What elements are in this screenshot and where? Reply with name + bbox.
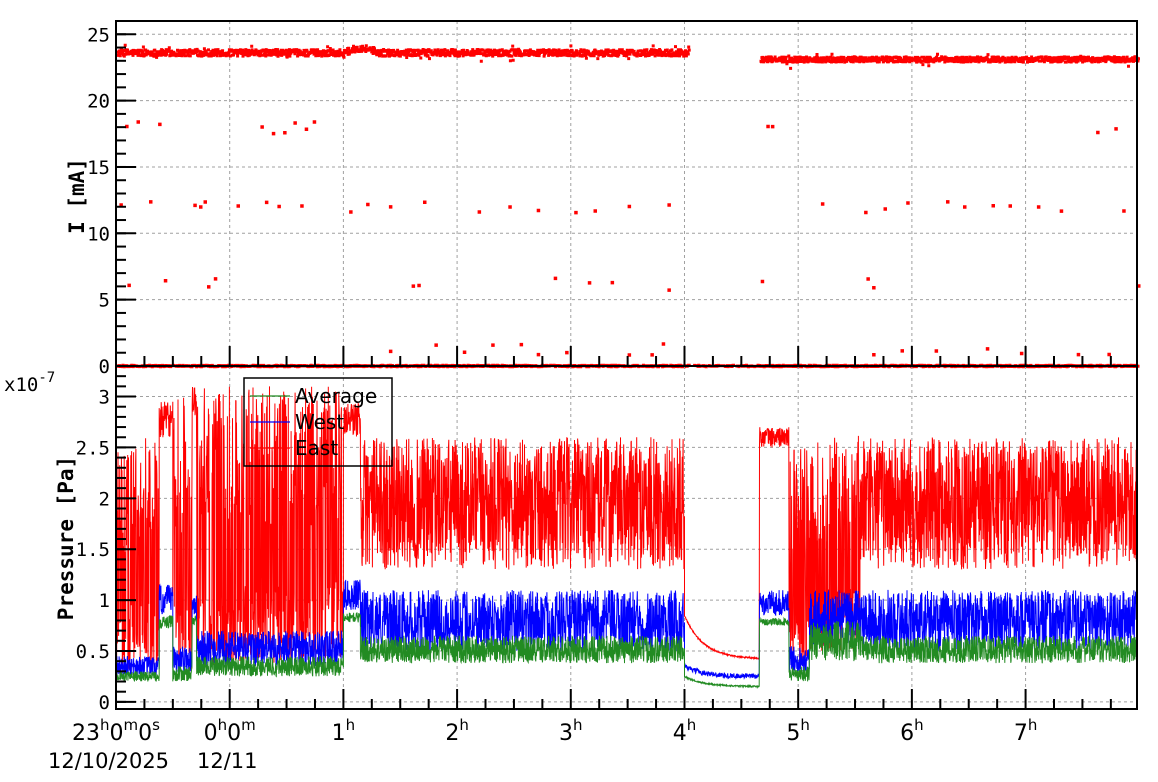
- current-points: [116, 43, 1141, 369]
- y-tick-label: 10: [87, 223, 110, 245]
- y-tick-label: 3: [99, 387, 110, 409]
- legend-label-west: West: [295, 410, 344, 434]
- time-tick-label: 4h: [673, 716, 697, 746]
- pressure-y-tick-labels: 0 0.5 1 1.5 2 2.5 3: [76, 387, 110, 714]
- time-tick-label: 23h0m0s: [72, 716, 160, 746]
- legend-entry-west: West: [250, 410, 344, 434]
- pressure-panel: 0 0.5 1 1.5 2 2.5 3 Pressure [Pa] x10-7: [4, 365, 1138, 714]
- date-label-start: 12/10/2025: [48, 749, 169, 773]
- y-tick-label: 2.5: [76, 437, 110, 459]
- current-y-tick-labels: 0 5 10 15 20 25: [87, 24, 110, 378]
- y-tick-label: 5: [99, 290, 110, 312]
- trace-east: [115, 386, 1138, 672]
- y-tick-label: 25: [87, 24, 110, 46]
- plot-frame: [115, 365, 1138, 710]
- pressure-traces: [115, 386, 1138, 689]
- current-y-axis-title: I [mA]: [65, 158, 89, 234]
- time-tick-label: 5h: [786, 716, 810, 746]
- legend-entry-east: East: [250, 436, 338, 460]
- y-tick-label: 0: [99, 692, 110, 714]
- y-tick-label: 1: [99, 590, 110, 612]
- legend-label-east: East: [295, 436, 338, 460]
- current-data-points: [116, 43, 1141, 369]
- trace-average: [115, 612, 1138, 689]
- time-tick-label: 2h: [445, 716, 469, 746]
- pressure-axis-ticks: [115, 365, 1138, 710]
- legend-box: [243, 377, 393, 467]
- time-tick-label: 6h: [900, 716, 924, 746]
- time-tick-label: 1h: [332, 716, 356, 746]
- legend-entry-average: Average: [250, 384, 377, 408]
- pressure-y-axis-title: Pressure [Pa]: [54, 456, 78, 620]
- time-tick-label: 3h: [559, 716, 583, 746]
- y-tick-label: 0: [99, 356, 110, 378]
- y-tick-label: 0.5: [76, 641, 110, 663]
- y-tick-label: 15: [87, 157, 110, 179]
- pressure-legend: Average West East: [243, 377, 393, 467]
- time-axis-labels: 23h0m0s 0h0m 1h 2h 3h 4h 5h 6h 7h: [72, 716, 1037, 746]
- time-tick-label: 0h0m: [204, 716, 256, 746]
- date-label-next: 12/11: [197, 749, 258, 773]
- y-tick-label: 20: [87, 91, 110, 113]
- legend-label-average: Average: [295, 384, 377, 408]
- pressure-multiplier-label: x10-7: [4, 370, 55, 396]
- y-tick-label: 1.5: [76, 539, 110, 561]
- time-tick-label: 7h: [1014, 716, 1038, 746]
- y-tick-label: 2: [99, 488, 110, 510]
